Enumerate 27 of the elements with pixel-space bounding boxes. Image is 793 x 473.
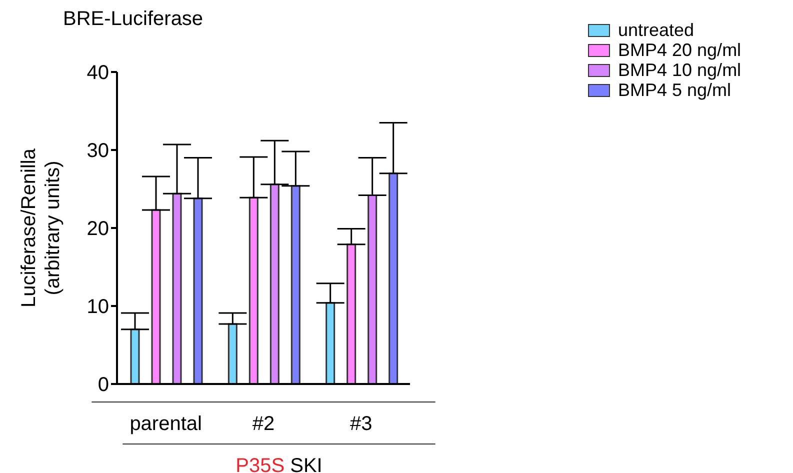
bar	[270, 184, 280, 384]
legend-label: BMP4 20 ng/ml	[618, 40, 742, 60]
bar	[326, 302, 336, 384]
y-tick-label: 0	[98, 374, 109, 396]
y-axis-title: Luciferase/Renilla (arbitrary units)	[18, 148, 64, 308]
bar	[248, 196, 258, 384]
legend-label: untreated	[618, 20, 694, 40]
y-tick-label: 40	[86, 62, 109, 84]
y-tick-label: 30	[86, 140, 109, 162]
text: P35S SKI	[236, 455, 322, 473]
x-tick-label: parental	[130, 413, 202, 435]
x-tick-label: #2	[252, 413, 275, 435]
bar	[172, 192, 182, 384]
chart-title: BRE-Luciferase	[63, 8, 204, 31]
legend-label: BMP4 10 ng/ml	[618, 60, 742, 80]
x-tick-label: #3	[350, 413, 372, 435]
bar	[193, 198, 203, 384]
bar	[130, 328, 140, 384]
legend-label: BMP4 5 ng/ml	[618, 80, 732, 100]
bar	[228, 323, 238, 384]
bar	[151, 209, 161, 384]
y-tick-label: 20	[86, 218, 109, 240]
bar	[290, 185, 300, 384]
bar	[368, 194, 378, 384]
bar	[388, 172, 398, 384]
bar	[346, 244, 356, 384]
y-tick-label: 10	[86, 296, 109, 318]
